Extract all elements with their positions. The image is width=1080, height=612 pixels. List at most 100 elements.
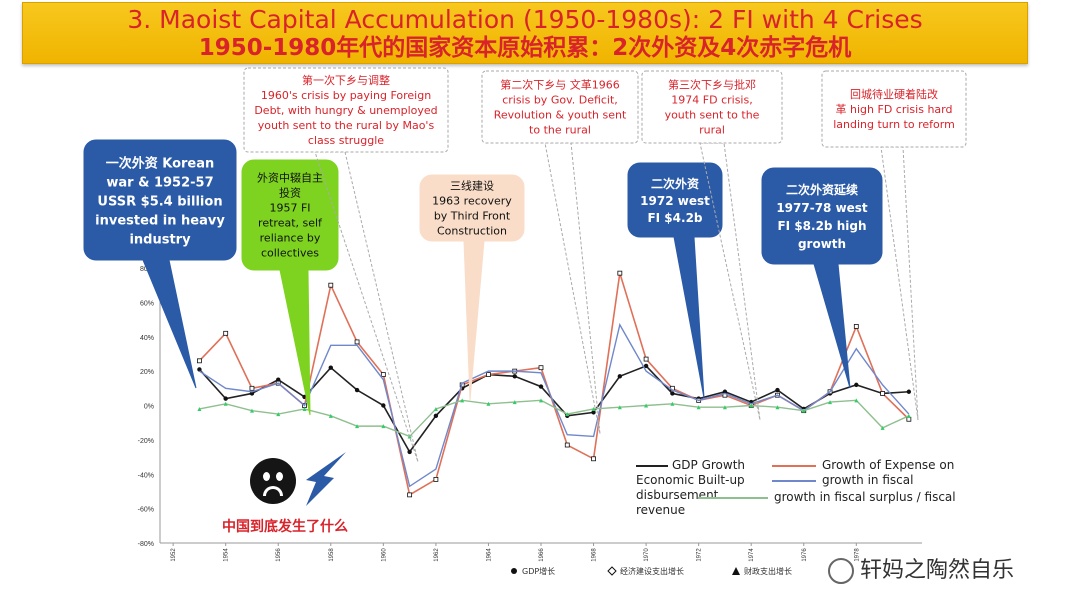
callout-text-crisis-1960: youth sent to the rural by Mao's [258,119,435,132]
callout-text-fi-1977: FI $8.2b high [777,219,866,233]
callout-text-crisis-1960: class struggle [308,134,384,147]
callout-text-reform: 回城待业硬着陆改 [850,87,938,101]
callout-text-crisis-1966: to the rural [529,124,591,137]
callout-box-reform [821,70,967,148]
surplus-point [433,406,438,411]
callout-tail-fi-1977 [813,263,851,389]
surplus-point [512,400,517,405]
expense-point [617,270,623,276]
legend-marker-gdp [511,568,517,574]
surplus-point [749,403,754,408]
surplus-point [486,401,491,406]
surplus-point [249,408,254,413]
callout-text-fi-1977: 1977-78 west [776,201,868,215]
callout-text-crisis-1974: rural [699,124,725,137]
callout-text-korean-war: invested in heavy [95,213,225,228]
callout-text-crisis-1966: crisis by Gov. Deficit, [502,94,618,107]
x-tick-label: 1970 [644,548,650,562]
expense-point [564,442,570,448]
expense-point [880,391,885,396]
expense-point [223,330,229,336]
x-tick-label: 1974 [749,548,755,562]
callout-tail-fi-1972 [673,236,705,399]
callout-text-crisis-1960: 1960's crisis by paying Foreign [261,89,431,102]
legend-surplus-label: growth in fiscal surplus / fiscal [774,490,956,504]
y-tick-label: 0% [144,404,154,411]
series-line-3 [199,399,910,438]
surplus-point [460,398,465,403]
callout-text-fi-retreat: 外资中辍自主 [257,171,323,185]
callout-text-fi-retreat: 投资 [279,186,301,200]
title-banner: 3. Maoist Capital Accumulation (1950-198… [22,2,1028,64]
x-tick-label: 1954 [224,548,230,562]
expense-point [591,456,596,462]
callout-seam-fi-1972 [675,234,693,239]
surplus-point [670,401,675,406]
gdp-point [670,391,675,396]
legend-gdp: GDP Growth Economic Built-up disbursemen… [636,458,745,518]
surplus-point [880,425,885,430]
gdp-point [249,391,255,396]
surplus-point [854,398,859,403]
callout-box-crisis-1974 [641,70,783,144]
expense-point [328,282,334,288]
callout-text-fi-retreat: reliance by [260,232,321,245]
bottom-legend-label: GDP增长 [522,566,555,576]
gdp-point [906,389,912,394]
gdp-point [617,374,623,379]
expense-point [249,385,255,391]
callout-text-fi-1972: 二次外资 [651,176,699,191]
surplus-point [223,401,228,406]
surplus-point [617,405,622,410]
legend-expense-label: Growth of Expense on [822,458,955,472]
gdp-point [512,374,517,379]
gdp-point [643,363,649,369]
x-tick-label: 1966 [539,548,545,562]
callout-text-crisis-1960: 第一次下乡与调整 [302,73,390,87]
gdp-point [433,413,439,419]
x-tick-label: 1958 [329,548,335,562]
callout-text-korean-war: war & 1952-57 [106,175,213,190]
callout-text-third-front: 1963 recovery [432,195,512,208]
surplus-point [591,406,596,411]
lightning-icon [306,452,346,506]
sad-face-icon [250,458,296,504]
gdp-point [381,403,386,408]
callout-box-crisis-1960 [243,67,449,153]
watermark-text: 轩妈之陶然自乐 [860,558,1015,583]
x-tick-label: 1976 [802,548,808,562]
surplus-point [565,412,570,417]
surplus-point [328,413,333,418]
legend-surplus: growth in fiscal surplus / fiscal [698,490,956,505]
x-tick-label: 1964 [486,548,492,562]
expense-point [486,372,491,377]
gdp-point [591,410,596,415]
callout-tail-third-front [463,240,485,401]
y-tick-label: -80% [138,541,154,548]
x-tick-label: 1962 [434,548,440,562]
surplus-point [644,403,649,408]
surplus-point [539,398,543,403]
callout-tail-crisis-1966 [544,142,601,435]
y-tick-label: 40% [140,335,154,342]
callout-text-third-front: Construction [437,225,507,238]
callout-text-fi-1972: FI $4.2b [647,211,702,225]
x-tick-label: 1972 [697,548,703,562]
surplus-point [302,406,307,411]
callout-text-fi-1977: 二次外资延续 [786,182,858,197]
x-tick-label: 1968 [592,548,598,562]
title-english: 3. Maoist Capital Accumulation (1950-198… [127,5,923,34]
callout-text-crisis-1960: Debt, with hungry & unemployed [254,104,437,117]
legend-right: Growth of Expense on growth in fiscal [772,458,954,488]
legend-disb-label: disbursement [636,488,719,502]
surplus-point [801,408,806,413]
gdp-point [197,367,202,372]
callout-text-fi-retreat: 1957 FI [269,202,310,215]
legend-gdp-label: GDP Growth [672,458,746,472]
expense-point [538,365,544,371]
expense-point [433,477,439,482]
title-chinese: 1950-1980年代的国家资本原始积累：2次外资及4次赤字危机 [198,35,852,61]
callout-text-reform: 革 high FD crisis hard [836,102,953,116]
series-line-2 [199,322,910,488]
